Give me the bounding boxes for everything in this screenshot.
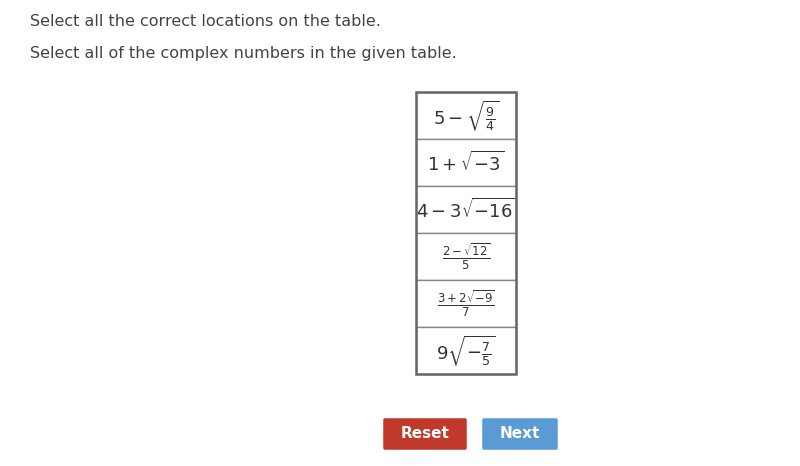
FancyBboxPatch shape [383,418,466,450]
Text: Next: Next [500,426,540,441]
Bar [416,327,516,374]
Bar [416,233,516,280]
Bar [416,280,516,327]
FancyBboxPatch shape [482,418,558,450]
Bar [416,92,516,139]
Text: $4 - 3\sqrt{-16}$: $4 - 3\sqrt{-16}$ [416,198,516,222]
Text: $\frac{3 + 2\sqrt{-9}}{7}$: $\frac{3 + 2\sqrt{-9}}{7}$ [437,288,495,319]
Bar [416,139,516,186]
Text: $9\sqrt{-\frac{7}{5}}$: $9\sqrt{-\frac{7}{5}}$ [436,333,496,368]
Text: $5 - \sqrt{\frac{9}{4}}$: $5 - \sqrt{\frac{9}{4}}$ [433,98,499,133]
Text: $\frac{2 - \sqrt{12}}{5}$: $\frac{2 - \sqrt{12}}{5}$ [442,241,490,272]
Bar [416,92,516,374]
Text: Reset: Reset [401,426,450,441]
Text: $1 + \sqrt{-3}$: $1 + \sqrt{-3}$ [427,151,505,175]
Text: Select all the correct locations on the table.: Select all the correct locations on the … [30,14,381,29]
Bar [416,186,516,233]
Text: Select all of the complex numbers in the given table.: Select all of the complex numbers in the… [30,46,457,61]
